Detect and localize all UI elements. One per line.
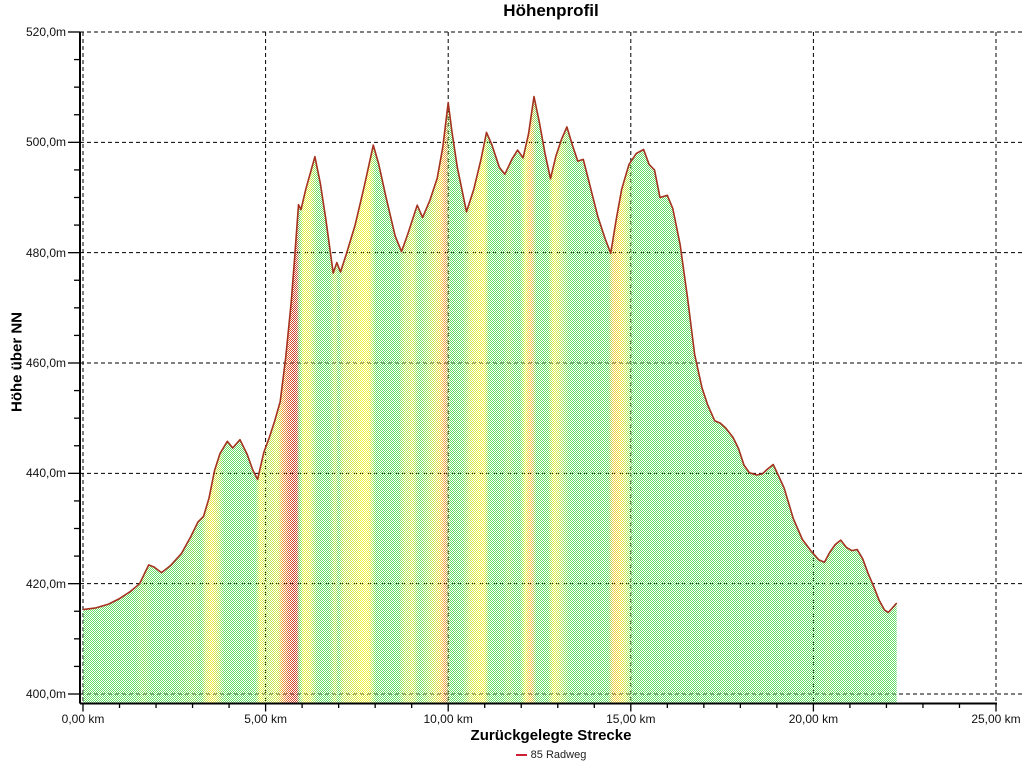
- chart-title: Höhenprofil: [503, 1, 599, 20]
- legend-label: 85 Radweg: [530, 749, 587, 761]
- x-tick-label: 20,00 km: [788, 712, 839, 726]
- axes: [79, 32, 997, 705]
- y-tick-label: 440,0m: [25, 466, 66, 481]
- x-axis-title: Zurückgelegte Strecke: [470, 727, 632, 744]
- y-tick-label: 520,0m: [25, 24, 66, 39]
- x-tick-label: 25,00 km: [971, 712, 1021, 726]
- legend: 85 Radweg: [80, 749, 1022, 761]
- y-tick-label: 400,0m: [25, 687, 66, 701]
- tick-marks: [68, 31, 997, 712]
- elevation-line: [82, 95, 898, 614]
- y-tick-label: 420,0m: [25, 576, 66, 591]
- elevation-area: [83, 96, 897, 704]
- x-tick-label: 5,00 km: [244, 712, 287, 726]
- y-tick-label: 480,0m: [25, 245, 66, 260]
- legend-line-swatch-icon: [515, 754, 527, 756]
- x-tick-label: 0,00 km: [61, 712, 105, 726]
- x-tick-label: 15,00 km: [606, 712, 656, 726]
- y-tick-label: 460,0m: [25, 355, 66, 370]
- x-tick-label: 10,00 km: [423, 712, 473, 726]
- y-tick-label: 500,0m: [25, 135, 66, 150]
